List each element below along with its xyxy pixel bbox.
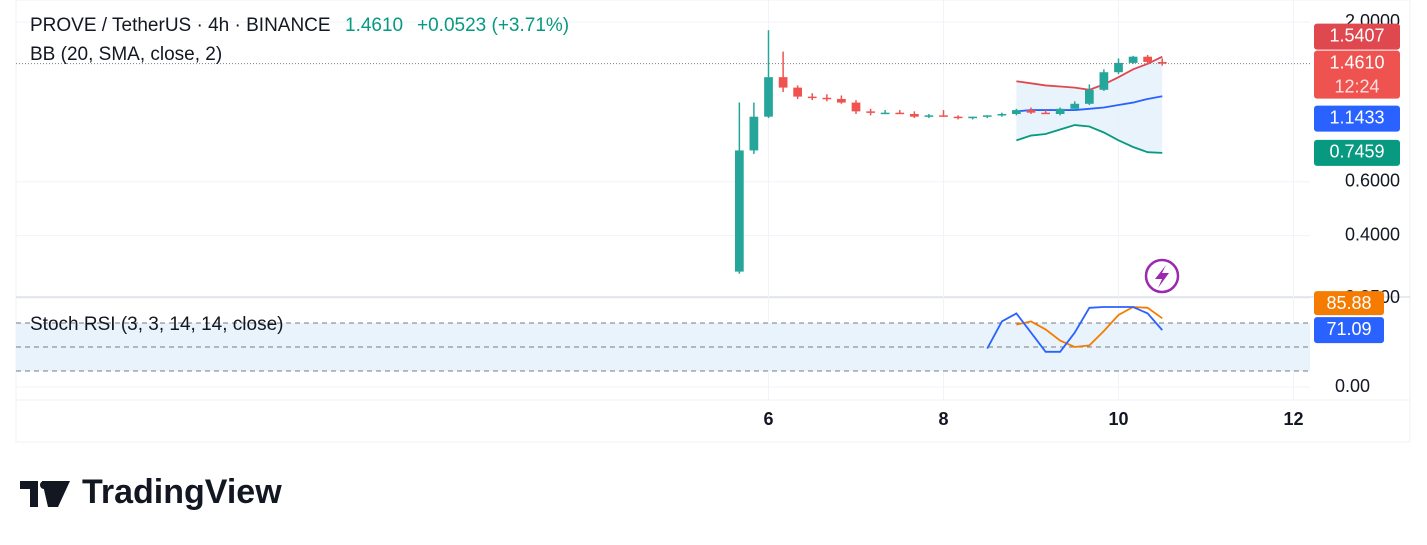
bb-upper-badge-bg bbox=[1314, 23, 1400, 50]
price-change: +0.0523 (+3.71%) bbox=[417, 15, 569, 36]
candle-body bbox=[837, 98, 846, 103]
stoch-band bbox=[16, 323, 1310, 371]
x-tick-label: 6 bbox=[763, 409, 773, 429]
candle-body bbox=[793, 87, 802, 97]
last-badge: 1.4610 bbox=[1329, 52, 1384, 72]
bb-basis bbox=[1016, 95, 1163, 113]
candle-body bbox=[924, 115, 934, 117]
candle-body bbox=[1026, 110, 1036, 113]
bb-lower-badge-bg bbox=[1314, 139, 1400, 166]
y-tick-label: 0.00 bbox=[1335, 376, 1370, 396]
bb-lower-badge: 0.7459 bbox=[1329, 142, 1384, 162]
chart-frame bbox=[15, 0, 1411, 443]
candle-body bbox=[866, 111, 875, 113]
candle-body bbox=[895, 112, 905, 115]
candle-body bbox=[939, 115, 948, 117]
grid bbox=[16, 0, 1310, 400]
candle-body bbox=[749, 116, 759, 151]
stoch-k-badge-bg bbox=[1314, 317, 1384, 344]
labels: PROVE / TetherUS · 4h · BINANCE 1.4610 +… bbox=[30, 15, 569, 335]
candle-body bbox=[910, 114, 919, 117]
x-tick-label: 12 bbox=[1283, 409, 1303, 429]
candle-body bbox=[1157, 61, 1167, 64]
candle-body bbox=[807, 96, 817, 99]
y-tick-label: 0.6000 bbox=[1345, 171, 1400, 191]
svg-text:TradingView: TradingView bbox=[82, 473, 282, 511]
candle-body bbox=[1070, 103, 1080, 109]
stoch-k bbox=[986, 306, 1163, 353]
candle-body bbox=[1128, 56, 1138, 63]
y-tick-label: 0.4000 bbox=[1345, 224, 1400, 244]
candle-body bbox=[778, 77, 788, 88]
bb-lower bbox=[1016, 124, 1163, 154]
bb-basis-badge-bg bbox=[1314, 105, 1400, 132]
candle-body bbox=[880, 112, 890, 115]
candle-body bbox=[1041, 112, 1050, 115]
stoch-label: Stoch RSI (3, 3, 14, 14, close) bbox=[30, 314, 283, 335]
countdown: 12:24 bbox=[1334, 76, 1379, 96]
candle-body bbox=[953, 116, 963, 119]
stoch-d bbox=[1016, 306, 1163, 348]
alert-icon[interactable] bbox=[1144, 258, 1180, 294]
stoch-d-badge: 85.88 bbox=[1326, 293, 1371, 313]
candle-body bbox=[982, 115, 992, 117]
stoch-d-badge-bg bbox=[1314, 291, 1384, 316]
candle-body bbox=[968, 116, 977, 119]
tradingview-logo: TradingView bbox=[20, 473, 282, 511]
marks bbox=[16, 30, 1310, 353]
candle-body bbox=[735, 150, 744, 272]
candle-body bbox=[1012, 110, 1021, 114]
x-tick-label: 10 bbox=[1108, 409, 1128, 429]
candle-body bbox=[851, 102, 861, 112]
bb-label: BB (20, SMA, close, 2) bbox=[30, 44, 222, 65]
last-price: 1.4610 bbox=[345, 15, 403, 36]
candle-body bbox=[1055, 108, 1065, 114]
candle-body bbox=[1085, 89, 1094, 104]
candle-body bbox=[822, 97, 832, 100]
last-badge-bg bbox=[1314, 50, 1400, 99]
x-tick-label: 8 bbox=[938, 409, 948, 429]
bb-basis-badge: 1.1433 bbox=[1329, 107, 1384, 127]
candle-body bbox=[1143, 56, 1152, 62]
candle-body bbox=[997, 114, 1007, 116]
candle-body bbox=[1099, 72, 1109, 90]
candle-body bbox=[764, 77, 773, 117]
symbol: PROVE / TetherUS · 4h · BINANCE bbox=[30, 15, 331, 36]
bb-upper-badge: 1.5407 bbox=[1329, 25, 1384, 45]
candle-body bbox=[1114, 62, 1123, 73]
stoch-k-badge: 71.09 bbox=[1326, 319, 1371, 339]
